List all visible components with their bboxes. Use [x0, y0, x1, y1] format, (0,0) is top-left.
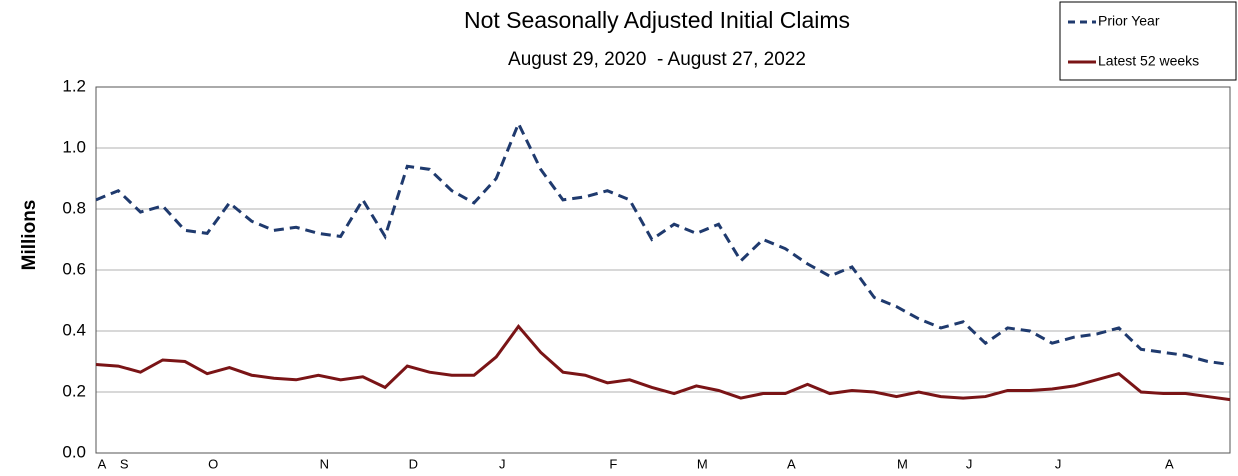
x-tick-label: A: [98, 456, 107, 471]
data-line: [95, 324, 1231, 402]
x-tick-label: O: [208, 456, 218, 471]
y-tick-label: 1.2: [62, 76, 86, 95]
x-tick-label: S: [120, 456, 129, 471]
x-tick-label: M: [897, 456, 908, 471]
chart-title: Not Seasonally Adjusted Initial Claims: [464, 7, 850, 33]
chart-subtitle: August 29, 2020 - August 27, 2022: [508, 49, 806, 70]
legend-label: Prior Year: [1098, 13, 1160, 29]
x-tick-label: J: [499, 456, 506, 471]
y-axis-label: Millions: [19, 200, 40, 271]
y-tick-label: 0.2: [62, 381, 86, 400]
x-tick-label: N: [320, 456, 329, 471]
x-tick-label: J: [1055, 456, 1062, 471]
x-tick-label: D: [409, 456, 418, 471]
x-tick-label: A: [787, 456, 796, 471]
x-tick-label: J: [966, 456, 973, 471]
y-tick-label: 0.4: [62, 320, 86, 339]
y-tick-label: 0.6: [62, 259, 86, 278]
plot-frame: [95, 86, 1231, 454]
legend-label: Latest 52 weeks: [1098, 53, 1199, 69]
x-tick-label: A: [1165, 456, 1174, 471]
x-tick-label: F: [609, 456, 617, 471]
x-tick-label: M: [697, 456, 708, 471]
y-tick-label: 1.0: [62, 137, 86, 156]
data-line: [95, 119, 1231, 367]
y-tick-label: 0.0: [62, 442, 86, 461]
legend-box: [1059, 1, 1237, 81]
y-tick-label: 0.8: [62, 198, 86, 217]
